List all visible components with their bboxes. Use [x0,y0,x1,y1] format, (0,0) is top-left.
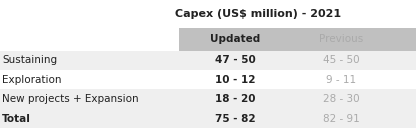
Text: 75 - 82: 75 - 82 [215,114,255,124]
Text: New projects + Expansion: New projects + Expansion [2,94,139,104]
Text: 82 - 91: 82 - 91 [323,114,359,124]
Text: 47 - 50: 47 - 50 [215,55,255,65]
Text: 28 - 30: 28 - 30 [323,94,359,104]
Text: Total: Total [2,114,31,124]
Text: 18 - 20: 18 - 20 [215,94,255,104]
Bar [0,109,416,128]
Text: Capex (US$ million) - 2021: Capex (US$ million) - 2021 [175,9,341,19]
Text: 45 - 50: 45 - 50 [323,55,359,65]
Text: Exploration: Exploration [2,75,62,85]
Text: 10 - 12: 10 - 12 [215,75,255,85]
Bar [179,28,416,51]
Text: Previous: Previous [319,34,363,44]
Text: Sustaining: Sustaining [2,55,57,65]
Bar [0,51,416,70]
Text: Updated: Updated [210,34,260,44]
Text: 9 - 11: 9 - 11 [326,75,356,85]
Bar [0,70,416,89]
Bar [0,89,416,109]
